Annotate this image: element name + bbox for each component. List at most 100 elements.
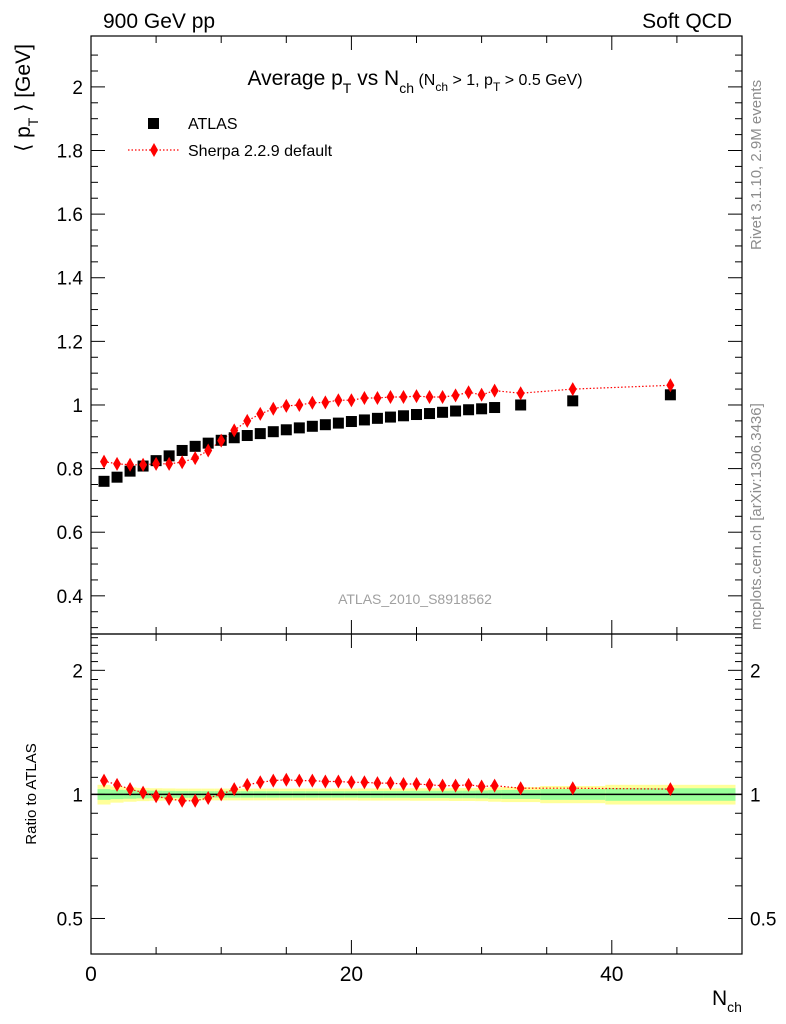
sherpa-point	[451, 388, 460, 403]
atlas-point	[489, 402, 501, 414]
sherpa-point	[256, 406, 265, 421]
atlas-point	[280, 424, 292, 436]
main-y-tick-label: 1.2	[57, 332, 83, 353]
atlas-point	[450, 405, 462, 417]
atlas-point	[411, 409, 422, 421]
ratio-sherpa-point	[451, 778, 460, 793]
atlas-point	[98, 475, 110, 487]
ratio-sherpa-point	[477, 779, 486, 794]
sherpa-point	[321, 395, 330, 410]
atlas-point	[267, 426, 279, 438]
energy-label: 900 GeV pp	[103, 10, 215, 33]
sherpa-point	[666, 378, 675, 393]
sherpa-point	[399, 390, 408, 405]
x-tick-label: 40	[600, 963, 623, 986]
sherpa-point	[139, 457, 148, 472]
ratio-sherpa-point	[334, 774, 343, 789]
ratio-sherpa-point	[256, 775, 265, 790]
legend-label-atlas: ATLAS	[188, 116, 238, 133]
sherpa-point	[360, 390, 369, 405]
ratio-sherpa-point	[438, 778, 447, 793]
atlas-point	[384, 411, 396, 423]
sherpa-point	[230, 423, 239, 438]
atlas-point	[424, 408, 436, 420]
ratio-sherpa-point	[516, 781, 525, 796]
ratio-y-tick-label-right: 1	[750, 785, 761, 806]
ratio-sherpa-line	[103, 779, 671, 802]
ratio-sherpa-point	[126, 782, 135, 797]
sherpa-line	[103, 384, 671, 466]
sherpa-point	[100, 454, 109, 469]
ratio-sherpa-point	[425, 777, 434, 792]
sherpa-point	[425, 390, 434, 405]
ratio-sherpa-point	[321, 774, 330, 789]
legend: ATLAS Sherpa 2.2.9 default	[128, 116, 333, 160]
main-y-tick-label: 1.4	[57, 269, 84, 290]
sherpa-point	[282, 398, 291, 413]
main-y-axis-label: ⟨ pT ⟩ [GeV]	[12, 44, 41, 152]
sherpa-point	[334, 393, 343, 408]
ratio-sherpa-point	[373, 776, 382, 791]
ratio-sherpa-point	[412, 776, 421, 791]
atlas-point	[664, 389, 676, 401]
atlas-point	[332, 417, 344, 429]
x-tick-label: 20	[340, 963, 363, 986]
ratio-sherpa-point	[113, 777, 122, 792]
main-y-tick-label: 2	[72, 78, 83, 99]
sherpa-point	[178, 455, 187, 470]
legend-marker-sherpa	[150, 143, 158, 157]
sherpa-point	[568, 382, 577, 397]
legend-label-sherpa: Sherpa 2.2.9 default	[188, 143, 333, 160]
ratio-sherpa-point	[152, 789, 161, 804]
atlas-point	[202, 437, 214, 449]
main-y-tick-label: 1	[72, 396, 83, 417]
atlas-point	[567, 395, 579, 407]
ratio-sherpa-point	[360, 775, 369, 790]
ratio-panel: 0.5 0.51 12 20 20 40 Ratio to ATLAS Nch	[23, 633, 776, 1015]
sherpa-point	[152, 456, 161, 471]
ratio-sherpa-point	[217, 787, 226, 802]
atlas-point	[163, 450, 175, 462]
sherpa-point	[165, 456, 174, 471]
atlas-point	[228, 432, 240, 444]
sherpa-point	[126, 457, 135, 472]
sherpa-point	[386, 390, 395, 405]
category-label: Soft QCD	[642, 10, 732, 33]
ratio-sherpa-point	[568, 781, 577, 796]
atlas-point	[463, 404, 475, 416]
atlas-point	[111, 471, 123, 483]
sherpa-point	[373, 390, 382, 405]
ratio-sherpa-point	[243, 777, 252, 792]
ratio-sherpa-point	[490, 778, 499, 793]
sherpa-point	[490, 383, 499, 398]
plot-title: Average pT vs Nch (Nch > 1, pT > 0.5 GeV…	[247, 67, 582, 96]
ratio-sherpa-point	[464, 777, 473, 792]
sherpa-point	[217, 433, 226, 448]
ratio-sherpa-point	[282, 772, 291, 787]
atlas-point	[176, 444, 188, 456]
ratio-sherpa-point	[308, 773, 317, 788]
legend-marker-atlas	[148, 118, 159, 129]
ratio-y-tick-label: 1	[72, 785, 83, 806]
ratio-sherpa-point	[666, 782, 675, 797]
ratio-sherpa-point	[178, 793, 187, 808]
atlas-point	[397, 410, 409, 422]
source-label: mcplots.cern.ch [arXiv:1306.3436]	[748, 403, 765, 630]
ratio-sherpa-point	[139, 785, 148, 800]
x-tick-label: 0	[85, 963, 97, 986]
sherpa-point	[516, 386, 525, 401]
ratio-sherpa-point	[191, 793, 200, 808]
ratio-sherpa-point	[165, 791, 174, 806]
atlas-point	[306, 420, 318, 432]
atlas-point	[476, 403, 488, 415]
sherpa-point	[464, 385, 473, 400]
ratio-sherpa-point	[204, 791, 213, 806]
sherpa-point	[204, 443, 213, 458]
main-panel: 0.4 0.6 0.8 1 1.2 1.4 1.6 1.8 2 Average pT vs Nc…	[12, 35, 743, 635]
main-y-tick-label: 0.4	[57, 587, 84, 608]
ratio-sherpa-point	[386, 776, 395, 791]
ratio-sherpa-point	[295, 773, 304, 788]
atlas-point	[515, 399, 527, 411]
main-y-tick-label: 1.6	[57, 205, 83, 226]
